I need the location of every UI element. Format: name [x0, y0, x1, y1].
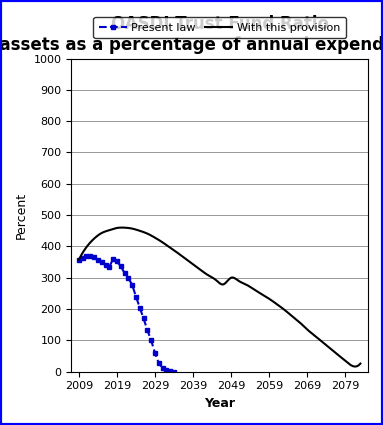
- X-axis label: Year: Year: [204, 397, 235, 410]
- Present law: [153, 350, 157, 355]
- With this provision: [353, 364, 358, 369]
- Present law: [160, 366, 165, 371]
- Present law: [157, 361, 161, 366]
- With this provision: [119, 225, 124, 230]
- With this provision: [189, 261, 193, 266]
- Present law: [92, 255, 97, 260]
- Present law: [122, 271, 127, 276]
- With this provision: [110, 227, 115, 232]
- Present law: [80, 256, 85, 261]
- Present law: [103, 262, 108, 267]
- Present law: [100, 260, 104, 265]
- Present law: [115, 259, 119, 264]
- Line: With this provision: With this provision: [79, 227, 360, 366]
- Present law: [126, 276, 131, 281]
- With this provision: [282, 307, 286, 312]
- Present law: [96, 257, 100, 262]
- Present law: [145, 328, 150, 333]
- Present law: [107, 264, 111, 269]
- Line: Present law: Present law: [77, 254, 176, 374]
- With this provision: [169, 246, 173, 251]
- With this provision: [254, 289, 259, 294]
- Present law: [164, 368, 169, 373]
- With this provision: [358, 361, 363, 366]
- With this provision: [280, 306, 285, 311]
- Present law: [77, 257, 81, 262]
- Legend: Present law, With this provision: Present law, With this provision: [93, 17, 346, 38]
- Title: OASDI Trust Fund Ratio
(assets as a percentage of annual expenditures): OASDI Trust Fund Ratio (assets as a perc…: [0, 15, 383, 54]
- With this provision: [77, 257, 81, 262]
- Present law: [118, 264, 123, 269]
- Present law: [111, 256, 115, 261]
- Present law: [141, 316, 146, 321]
- Present law: [134, 294, 138, 299]
- Present law: [84, 254, 89, 259]
- Y-axis label: Percent: Percent: [15, 192, 28, 239]
- Present law: [168, 369, 172, 374]
- Present law: [137, 305, 142, 310]
- Present law: [130, 282, 134, 287]
- Present law: [88, 253, 93, 258]
- Present law: [149, 338, 154, 343]
- Present law: [172, 369, 176, 374]
